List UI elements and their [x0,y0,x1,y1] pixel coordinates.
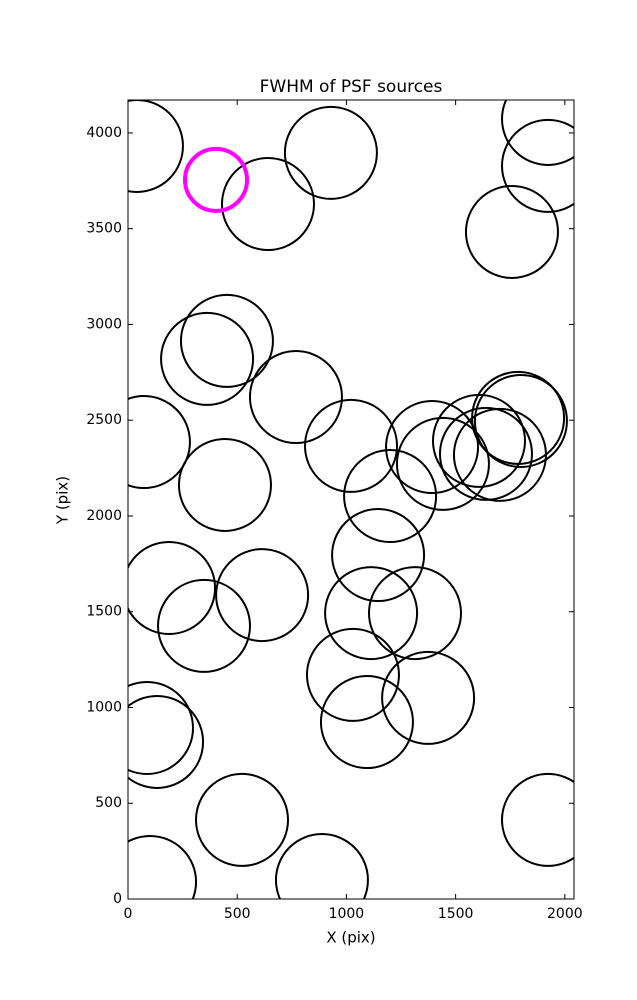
source-circle [283,105,378,200]
source-circle [438,406,533,501]
source-circle [501,100,574,166]
source-circle [501,118,574,213]
source-circle [274,833,369,899]
source-circle [385,400,480,495]
source-circle [128,694,205,789]
source-circle [157,578,252,673]
x-tick-label: 2000 [547,906,583,922]
x-tick-label: 1500 [438,906,474,922]
x-axis-label: X (pix) [326,929,375,947]
y-tick-label: 500 [95,795,122,811]
y-tick-label: 2500 [86,412,122,428]
source-circle [128,834,198,899]
chart-title: FWHM of PSF sources [260,77,443,97]
plot-frame [127,99,575,900]
source-circle [367,566,462,661]
source-circle [343,449,438,544]
x-tick-label: 500 [224,906,251,922]
x-tick-label: 1000 [329,906,365,922]
source-circle [452,407,547,502]
source-circle [177,437,272,532]
source-circle [160,311,255,406]
source-circle [464,184,559,279]
source-circle [381,650,476,745]
source-circle [128,680,194,775]
source-circle [183,146,250,213]
y-axis-label: Y (pix) [54,476,72,525]
source-circle [221,156,316,251]
source-circle [128,100,184,193]
source-circle [128,540,217,635]
y-tick-label: 0 [113,891,122,907]
x-tick-label: 0 [124,906,133,922]
source-circle [501,772,574,867]
source-circle [319,675,414,770]
source-circle [179,293,274,388]
y-tick-label: 1500 [86,604,122,620]
y-tick-label: 2000 [86,508,122,524]
y-tick-label: 1000 [86,699,122,715]
y-tick-label: 3000 [86,316,122,332]
source-circle [128,395,191,490]
y-tick-label: 3500 [86,221,122,237]
y-tick-label: 4000 [86,125,122,141]
source-circle [215,548,310,643]
source-circle [248,350,343,445]
source-circle [395,416,490,511]
source-circle [305,627,400,722]
source-circle [473,373,568,468]
source-circle [331,508,426,603]
source-circle [324,566,419,661]
plot-area [128,100,574,899]
source-circle [304,398,398,493]
source-circle [195,772,290,867]
